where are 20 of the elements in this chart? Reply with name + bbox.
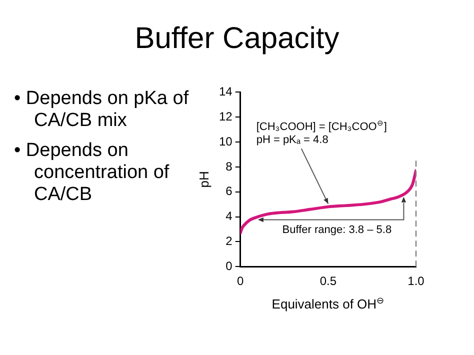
chart-title: Buffer Capacity (134, 22, 340, 56)
text: • Depends on pKa of CA/CB mix (14, 88, 190, 132)
annotation: pH = pKₐ = 4.8 (256, 134, 328, 146)
x-tick-label: 0 (237, 274, 244, 288)
y-tick-label: 4 (226, 209, 233, 224)
x-tick-label: 0.5 (320, 274, 337, 288)
y-tick-label: 6 (226, 184, 233, 198)
annotation: Buffer range: 3.8 – 5.8 (282, 224, 392, 236)
y-tick-label: 14 (218, 84, 233, 99)
y-tick-label: 12 (218, 109, 233, 124)
x-tick-label: 1.0 (408, 274, 425, 288)
text: • Depends on concentration of CA/CB (14, 140, 170, 205)
annotation: [CH₃COOH] = [CH₃COO$^{⊖}$] (256, 118, 387, 133)
y-tick-label: 2 (226, 234, 233, 248)
y-axis-title: pH (196, 171, 212, 188)
line-series (240, 169, 416, 234)
x-axis-title: Equivalents of OH⊖ (272, 295, 385, 312)
y-tick-label: 0 (226, 258, 233, 273)
y-tick-label: 10 (218, 134, 233, 148)
y-tick-label: 8 (226, 159, 233, 174)
